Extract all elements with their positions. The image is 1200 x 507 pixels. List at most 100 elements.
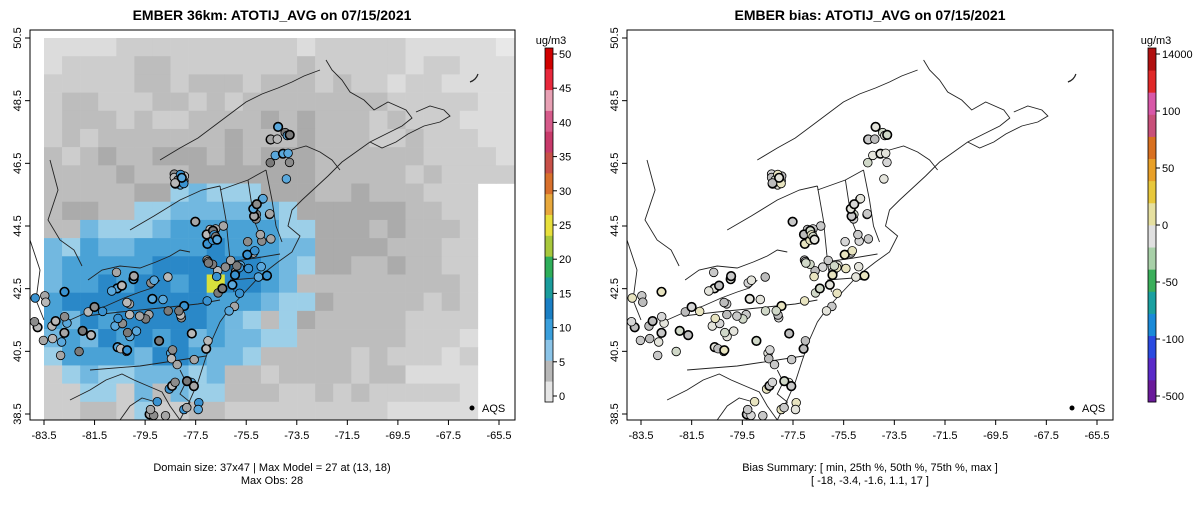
model-grid-cell [170,274,189,293]
model-grid-cell [315,165,334,184]
model-grid-cell [459,92,479,112]
colorbar-tick-label: 15 [559,288,571,300]
monitor-site [217,283,228,294]
model-grid-cell [405,92,424,112]
monitor-site [840,236,850,247]
monitor-site [283,148,293,159]
monitor-site [824,279,835,290]
boundary-line [129,185,221,231]
monitor-site [787,216,798,227]
monitor-site [211,271,222,282]
model-grid-cell [116,201,135,221]
x-tick-label: -77.5 [183,430,208,442]
model-grid-cell [44,147,63,166]
model-grid-cell [279,238,298,257]
model-grid-cell [333,401,352,421]
model-grid-cell [62,128,81,148]
monitor-site [764,354,774,364]
model-grid-cell [351,147,370,166]
monitor-site [800,336,811,346]
monitor-site [122,297,132,308]
monitor-site [55,350,66,361]
model-grid-cell [134,219,153,239]
model-grid-cell [62,201,81,221]
monitor-site [881,148,891,159]
y-tick-label: 46.5 [609,153,621,174]
monitor-site [814,283,825,294]
x-tick-label: -67.5 [436,430,461,442]
model-grid-cell [495,147,515,166]
model-grid-cell [477,110,497,130]
model-grid-cell [116,383,135,403]
model-grid-cell [387,347,406,366]
monitor-site [725,271,737,282]
model-grid-cell [441,347,461,366]
model-grid-cell [369,165,388,184]
colorbar-tick-label: 45 [559,83,571,95]
monitor-site [656,286,667,297]
monitor-site [50,316,61,327]
monitor-site [170,178,180,188]
model-grid-cell [351,201,370,221]
model-grid-cell [423,365,442,384]
model-grid-cell [495,74,515,93]
monitor-site [790,404,801,415]
model-grid-cell [260,256,280,275]
model-grid-cell [224,383,244,403]
colorbar-swatch [1148,313,1156,337]
monitor-site [255,229,266,240]
model-grid-cell [44,238,63,257]
model-grid-cell [98,74,117,93]
monitor-site [243,263,254,274]
model-grid-cell [80,347,99,366]
x-tick-label: -67.5 [1034,430,1059,442]
model-grid-cell [297,38,316,57]
model-grid-cell [116,256,135,275]
monitor-site [686,301,697,313]
monitor-site [201,343,212,354]
model-grid-cell [441,201,461,221]
y-tick-label: 50.5 [12,27,24,48]
model-grid-cell [170,38,189,57]
model-grid-cell [297,201,316,221]
model-grid-cell [405,38,424,57]
model-grid-cell [62,256,81,275]
monitor-site [111,267,122,278]
model-grid-cell [459,365,479,384]
model-grid-cell [387,165,406,184]
model-plot-frame [29,29,516,421]
monitor-site [683,330,694,341]
model-grid-cell [495,128,515,148]
model-grid-cell [297,256,316,275]
model-grid-cell [459,274,479,293]
monitor-site [85,330,97,341]
monitor-site [163,306,173,316]
x-tick-label: -65.5 [486,430,511,442]
model-grid-cell [315,147,334,166]
model-grid-cell [405,365,424,384]
colorbar-tick-label: -100 [1162,334,1184,346]
model-grid-cell [242,147,262,166]
monitor-site [823,255,833,266]
model-grid-cell [279,401,298,421]
monitor-site [853,229,863,240]
model-grid-cell [387,256,406,275]
monitor-site [720,327,730,338]
monitor-site [758,411,768,421]
model-grid-cell [242,110,262,130]
model-grid-cell [297,383,316,403]
boundary-line [716,397,754,421]
model-grid-cell [315,310,334,330]
model-grid-cell [477,56,497,75]
model-grid-cell [405,56,424,75]
model-grid-cell [188,147,207,166]
model-grid-cell [134,183,153,203]
model-grid-cell [242,292,262,312]
model-grid-cell [441,128,461,148]
monitor-site [743,404,753,415]
monitor-site [709,267,719,278]
monitor-site [182,402,192,413]
monitor-site [767,178,778,188]
colorbar-swatch [545,360,553,382]
